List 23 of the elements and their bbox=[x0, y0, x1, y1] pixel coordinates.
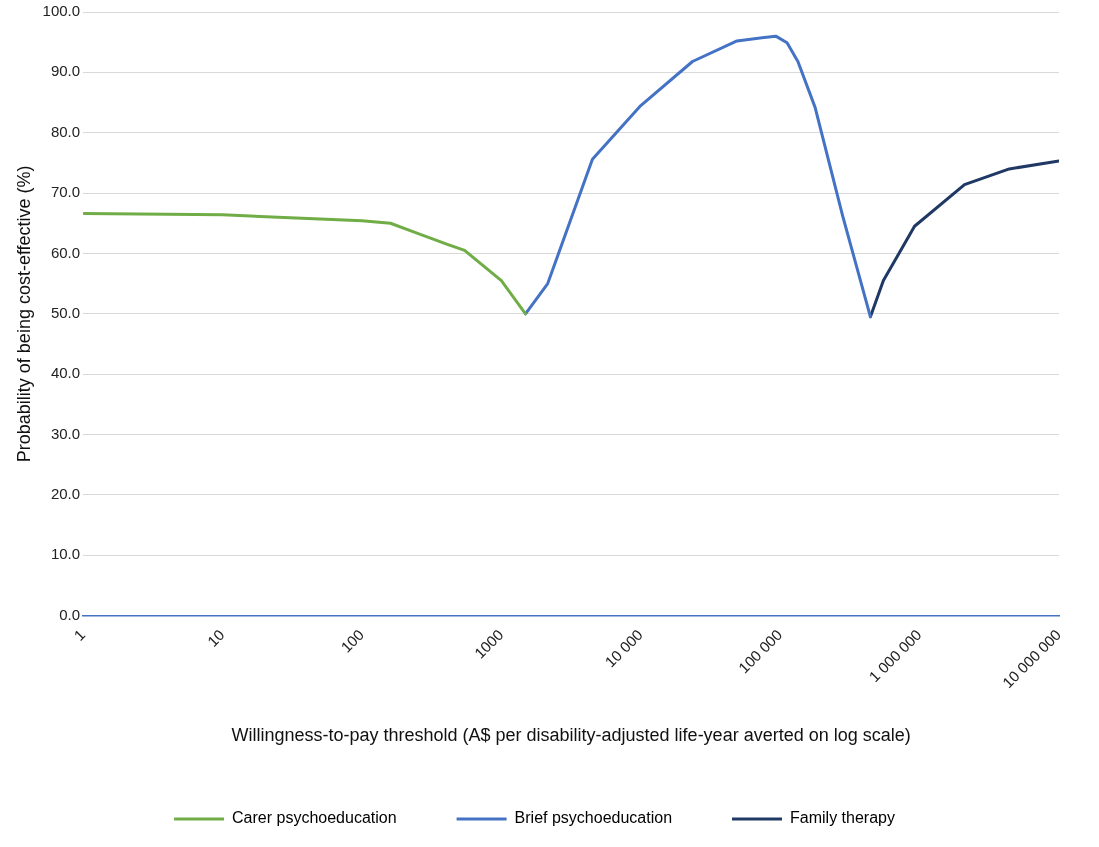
y-tick-label: 10.0 bbox=[50, 545, 81, 563]
y-tick-label: 30.0 bbox=[50, 424, 81, 442]
y-tick-label: 50.0 bbox=[50, 303, 81, 321]
x-axis-title: Willingness-to-pay threshold (A$ per disability-adjusted life-year averted on log scale) bbox=[231, 725, 911, 746]
x-tick-label: 10 000 bbox=[601, 625, 646, 671]
y-tick-label: 20.0 bbox=[50, 485, 81, 503]
x-tick-label: 1 000 000 bbox=[865, 625, 925, 686]
y-tick-label: 80.0 bbox=[50, 122, 81, 140]
y-tick-label: 100.0 bbox=[42, 2, 81, 20]
x-tick-label: 10 bbox=[203, 625, 228, 650]
x-tick-label: 100 000 bbox=[734, 625, 786, 677]
y-tick-label: 0.0 bbox=[59, 605, 81, 623]
x-tick-label: 10 000 000 bbox=[998, 625, 1065, 692]
y-tick-label: 70.0 bbox=[50, 183, 81, 201]
x-tick-label: 100 bbox=[337, 625, 367, 656]
y-tick-label: 90.0 bbox=[50, 62, 81, 80]
x-tick-label: 1 bbox=[70, 625, 89, 644]
legend-label: Family therapy bbox=[790, 809, 895, 827]
y-tick-label: 40.0 bbox=[50, 364, 81, 382]
legend-label: Carer psychoeducation bbox=[232, 809, 397, 827]
y-axis-title: Probability of being cost-effective (%) bbox=[13, 165, 34, 463]
legend-label: Brief psychoeducation bbox=[514, 809, 673, 827]
y-tick-label: 60.0 bbox=[50, 243, 81, 261]
